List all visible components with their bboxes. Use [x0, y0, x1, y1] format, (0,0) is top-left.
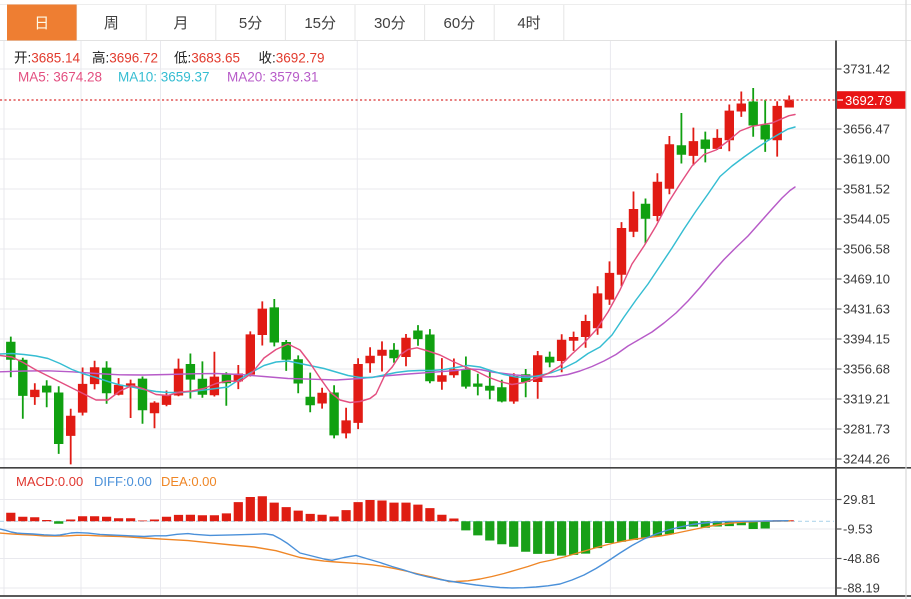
svg-text:3544.05: 3544.05 — [843, 212, 890, 227]
svg-text:3506.58: 3506.58 — [843, 242, 890, 257]
svg-text:30分: 30分 — [374, 15, 406, 32]
svg-text:3619.00: 3619.00 — [843, 152, 890, 167]
svg-text:3656.47: 3656.47 — [843, 122, 890, 137]
svg-text:29.81: 29.81 — [843, 492, 876, 507]
svg-text:60分: 60分 — [444, 15, 476, 32]
svg-text:15分: 15分 — [304, 15, 336, 32]
svg-text:3469.10: 3469.10 — [843, 272, 890, 287]
svg-text:3431.63: 3431.63 — [843, 302, 890, 317]
svg-text:5分: 5分 — [239, 15, 262, 32]
svg-text:高:3696.72: 高:3696.72 — [92, 50, 158, 66]
svg-text:-88.19: -88.19 — [843, 581, 880, 596]
svg-text:4时: 4时 — [517, 15, 540, 32]
svg-text:周: 周 — [104, 15, 119, 32]
svg-text:3731.42: 3731.42 — [843, 62, 890, 77]
svg-text:DIFF:0.00: DIFF:0.00 — [94, 474, 152, 489]
svg-text:收:3692.79: 收:3692.79 — [259, 51, 325, 66]
svg-text:3581.52: 3581.52 — [843, 182, 890, 197]
svg-text:3244.26: 3244.26 — [843, 452, 890, 467]
svg-text:MA10: 3659.37: MA10: 3659.37 — [118, 70, 210, 85]
svg-text:-48.86: -48.86 — [843, 551, 880, 566]
svg-text:DEA:0.00: DEA:0.00 — [161, 474, 217, 489]
svg-text:3394.15: 3394.15 — [843, 332, 890, 347]
svg-text:开:3685.14: 开:3685.14 — [14, 51, 81, 66]
svg-text:MACD:0.00: MACD:0.00 — [16, 474, 83, 489]
svg-text:3356.68: 3356.68 — [843, 362, 890, 377]
svg-text:MA5: 3674.28: MA5: 3674.28 — [18, 70, 102, 85]
svg-text:3281.73: 3281.73 — [843, 422, 890, 437]
svg-text:低:3683.65: 低:3683.65 — [174, 51, 240, 66]
svg-text:月: 月 — [173, 15, 188, 32]
svg-text:日: 日 — [34, 15, 49, 32]
svg-text:MA20: 3579.31: MA20: 3579.31 — [227, 70, 319, 85]
svg-text:3319.21: 3319.21 — [843, 392, 890, 407]
svg-text:-9.53: -9.53 — [843, 522, 873, 537]
svg-text:3692.79: 3692.79 — [845, 93, 892, 108]
